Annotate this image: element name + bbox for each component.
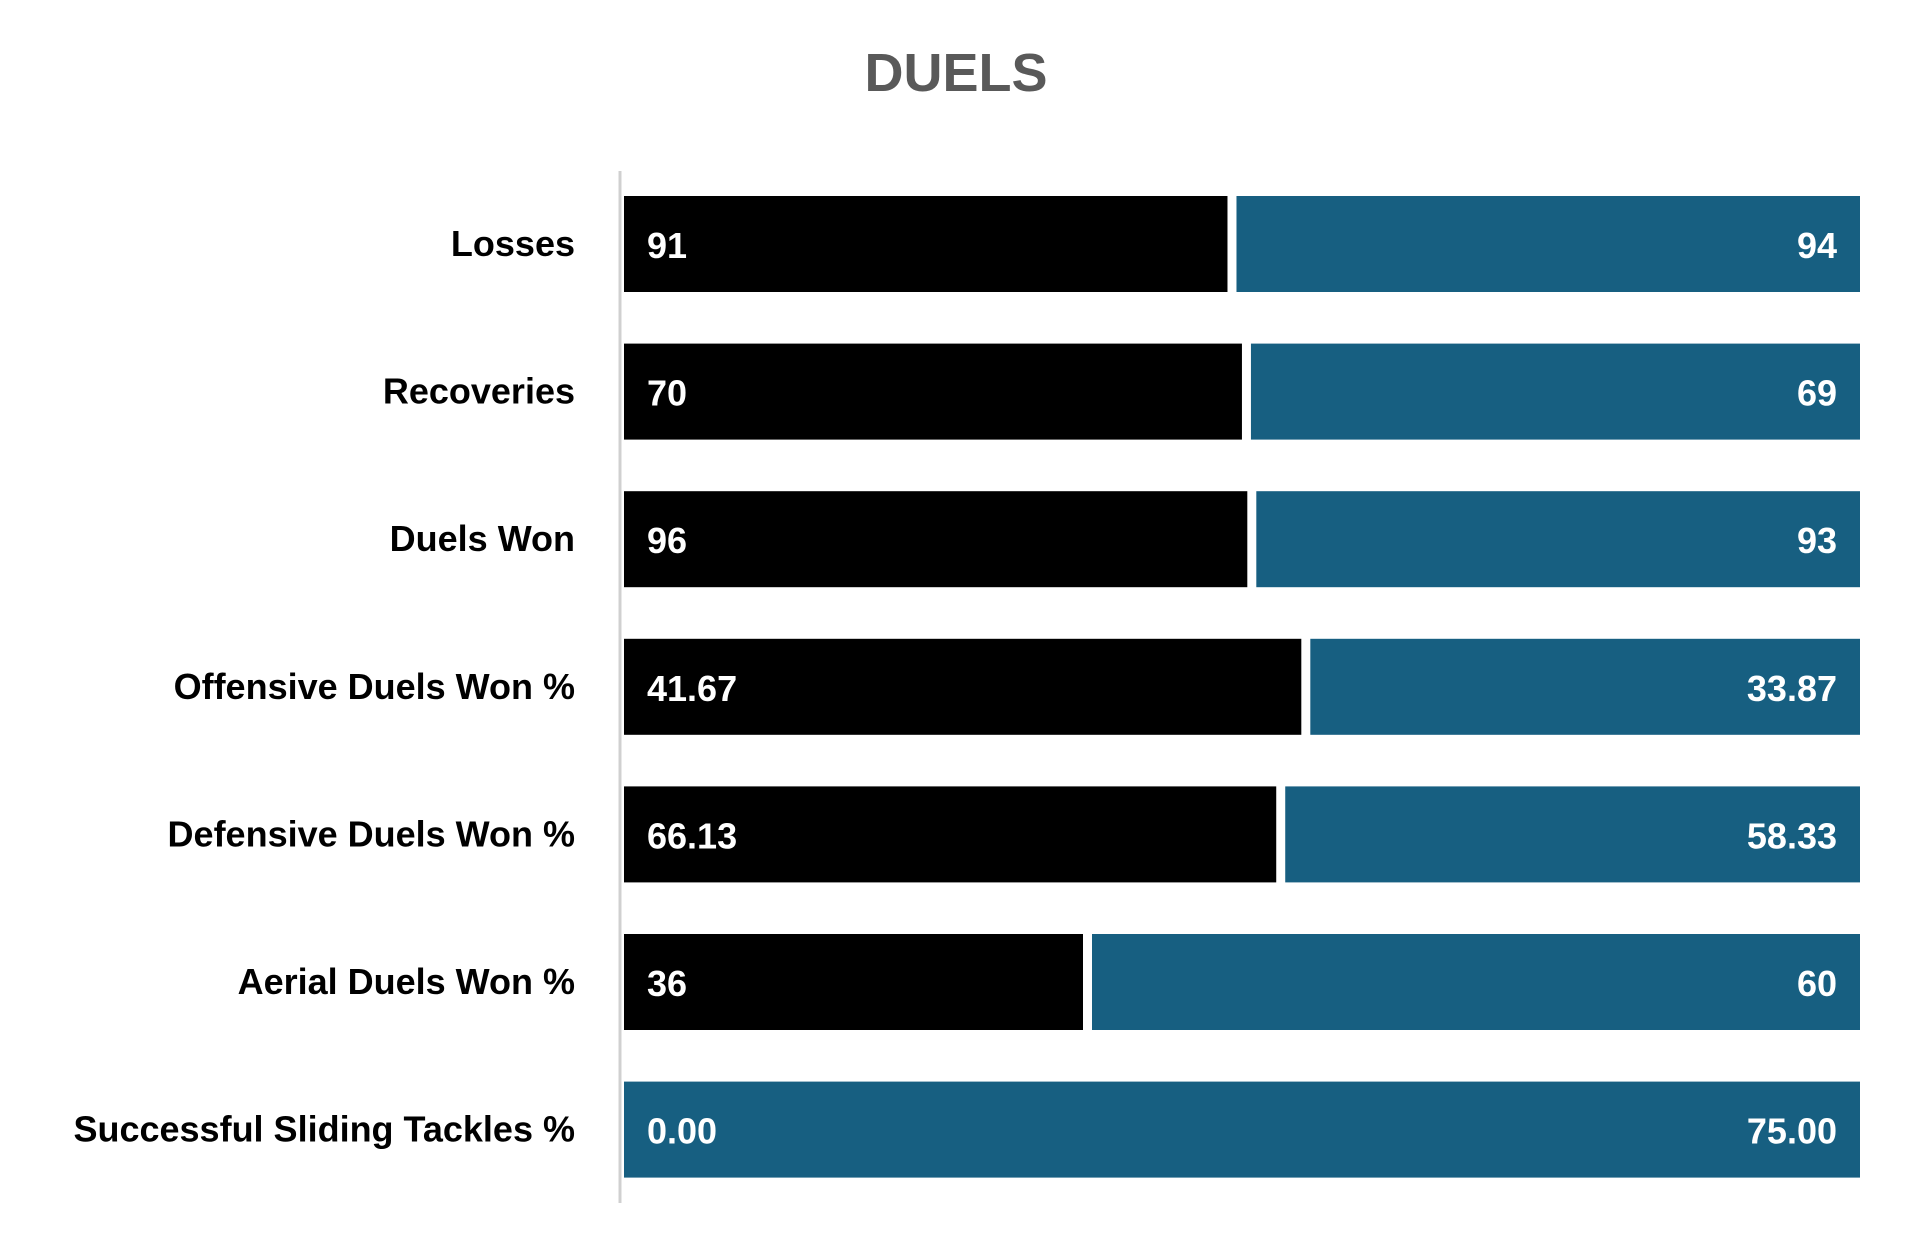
data-label-series-b: 94 (1797, 225, 1837, 266)
category-label: Defensive Duels Won % (168, 813, 575, 854)
bar-series-a (624, 934, 1083, 1030)
data-label-series-b: 58.33 (1747, 815, 1837, 856)
data-label-series-b: 69 (1797, 373, 1837, 414)
bar-series-b (1256, 491, 1860, 588)
data-label-series-a: 91 (647, 225, 687, 266)
bar-series-b (624, 1081, 1860, 1178)
category-label: Aerial Duels Won % (238, 961, 575, 1002)
data-label-series-b: 93 (1797, 520, 1837, 561)
bar-series-a (624, 786, 1277, 883)
bar-series-b (1285, 786, 1860, 883)
category-label: Offensive Duels Won % (174, 666, 575, 707)
bar-series-a (624, 638, 1302, 735)
bar-series-b (1236, 196, 1860, 292)
bar-series-b (1250, 343, 1860, 440)
data-label-series-a: 36 (647, 963, 687, 1004)
category-label: Losses (451, 223, 575, 264)
data-label-series-b: 75.00 (1747, 1111, 1837, 1152)
data-label-series-b: 33.87 (1747, 668, 1837, 709)
bar-series-b (1310, 638, 1860, 735)
data-label-series-b: 60 (1797, 963, 1837, 1004)
data-label-series-a: 0.00 (647, 1111, 717, 1152)
category-label: Recoveries (383, 371, 575, 412)
data-label-series-a: 66.13 (647, 815, 737, 856)
category-label: Duels Won (390, 518, 575, 559)
chart-title: DUELS (864, 43, 1048, 103)
category-label: Successful Sliding Tackles % (73, 1109, 575, 1150)
bar-series-a (624, 196, 1228, 292)
bar-series-b (1092, 934, 1860, 1030)
data-label-series-a: 96 (647, 520, 687, 561)
bar-series-a (624, 343, 1242, 440)
bar-series-a (624, 491, 1248, 588)
data-label-series-a: 70 (647, 373, 687, 414)
data-label-series-a: 41.67 (647, 668, 737, 709)
